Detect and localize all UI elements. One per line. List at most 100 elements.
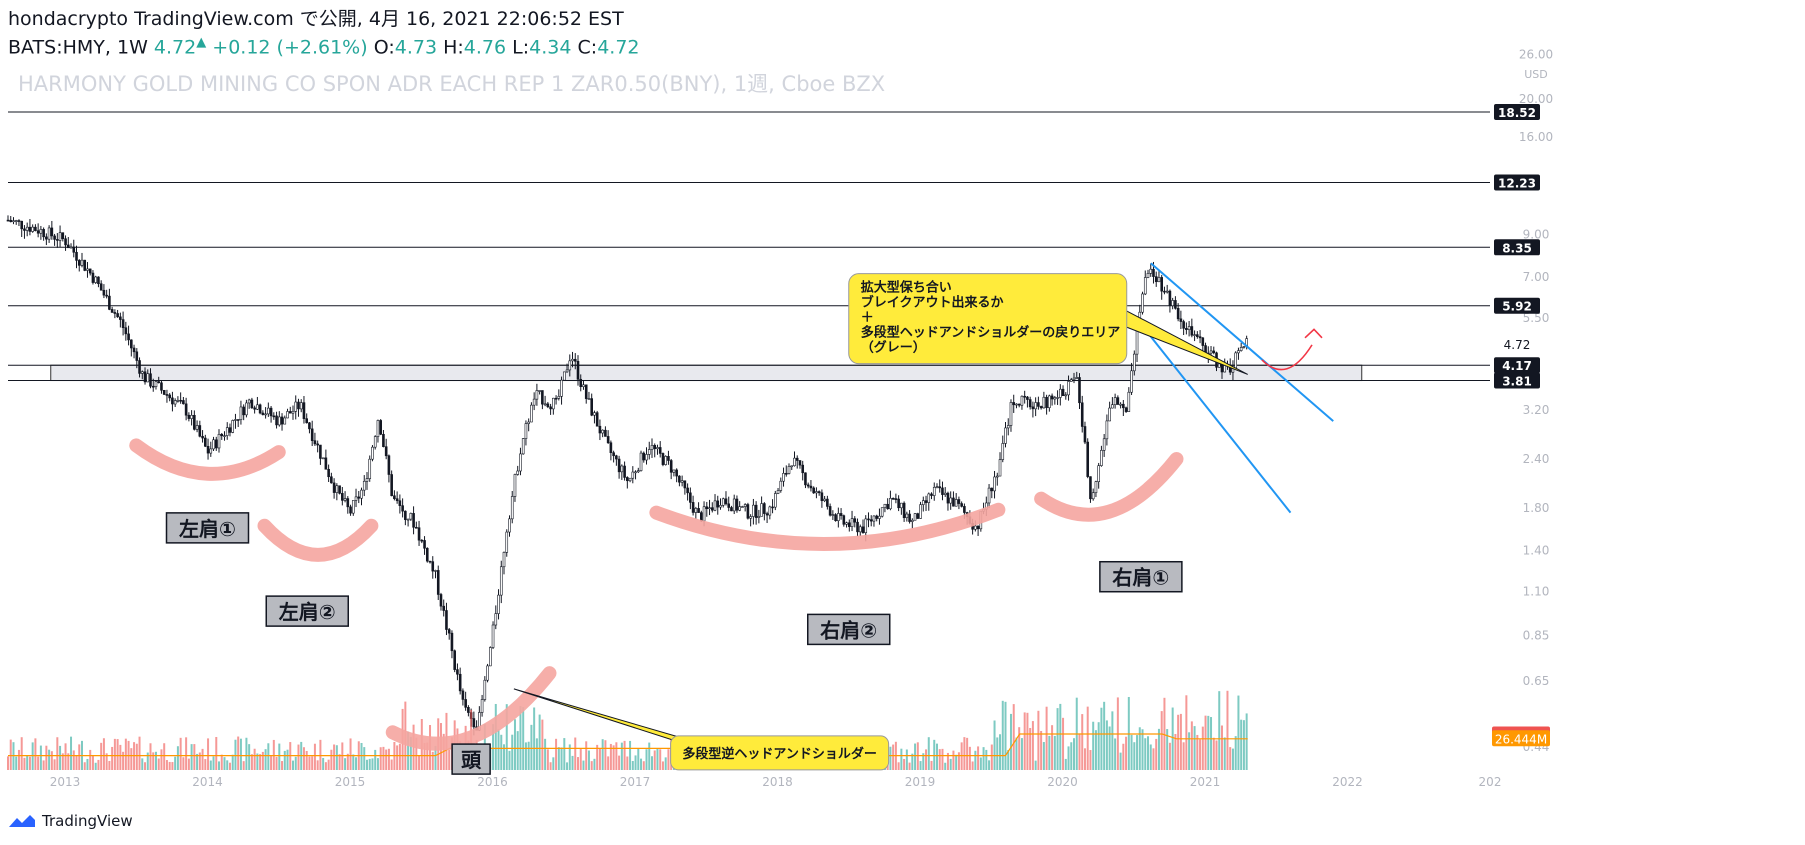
volume-bar	[930, 760, 933, 770]
volume-bar	[20, 737, 23, 770]
volume-bar	[171, 762, 174, 770]
symbol-label[interactable]: BATS:HMY, 1W	[8, 36, 148, 59]
candle-body	[847, 522, 851, 527]
volume-bar	[1144, 738, 1147, 770]
candle-body	[754, 504, 758, 518]
candle-body	[1097, 465, 1100, 482]
volume-bar	[1094, 730, 1097, 770]
candle-body	[1171, 300, 1174, 307]
candle-body	[119, 316, 122, 320]
candle-body	[730, 507, 733, 512]
candle-body	[757, 516, 761, 518]
volume-bar	[615, 742, 618, 770]
callout-pointer	[513, 688, 689, 743]
volume-bar	[116, 739, 119, 770]
y-tick-label: 7.00	[1523, 270, 1550, 284]
volume-bar	[108, 760, 111, 770]
candle-body	[275, 415, 278, 426]
volume-bar	[426, 742, 429, 770]
candle-body	[56, 239, 59, 241]
candle-body	[302, 402, 306, 419]
volume-bar	[596, 744, 599, 770]
candle-body	[1160, 277, 1164, 292]
candle-body	[157, 381, 161, 384]
volume-bar	[1051, 725, 1054, 770]
volume-bar	[935, 743, 938, 770]
candle-body	[341, 493, 344, 501]
volume-bar	[316, 760, 319, 770]
y-tick-label: 5.50	[1523, 311, 1550, 325]
candle-body	[236, 419, 240, 421]
volume-bar	[974, 750, 977, 770]
x-tick-label: 2013	[50, 775, 81, 789]
candle-body	[864, 518, 868, 534]
candle-body	[943, 492, 947, 495]
volume-bar	[1204, 715, 1207, 770]
candle-body	[1234, 352, 1237, 369]
volume-bar	[982, 747, 985, 770]
candle-body	[368, 458, 372, 479]
volume-bar	[1196, 734, 1199, 770]
volume-bar	[335, 745, 338, 770]
candle-body	[1108, 407, 1111, 422]
volume-bar	[993, 720, 996, 770]
volume-bar	[1157, 728, 1160, 770]
candle-body	[601, 429, 604, 434]
candle-body	[1100, 450, 1103, 466]
callout-box	[848, 273, 1128, 365]
candle-body	[584, 384, 588, 399]
candle-body	[568, 360, 572, 371]
candle-body	[45, 236, 48, 240]
candle-body	[86, 268, 89, 271]
volume-bar	[292, 760, 294, 770]
trendline	[1150, 262, 1334, 422]
candle-body	[532, 398, 536, 406]
candle-body	[173, 400, 177, 405]
volume-bar	[500, 734, 503, 770]
candle-body	[1039, 406, 1043, 409]
tradingview-brand[interactable]: TradingView	[8, 812, 133, 830]
candle-body	[620, 465, 624, 473]
candle-body	[450, 632, 454, 652]
candle-body	[946, 492, 950, 504]
volume-bar	[889, 746, 892, 770]
candle-body	[828, 506, 832, 516]
volume-bar	[234, 739, 237, 770]
candle-body	[554, 397, 558, 400]
candle-body	[458, 673, 462, 692]
volume-bar	[259, 754, 262, 770]
volume-bar	[1042, 742, 1045, 770]
candle-body	[927, 493, 931, 503]
candle-body	[658, 447, 662, 454]
candle-body	[530, 404, 533, 423]
candle-body	[393, 495, 396, 499]
candle-body	[546, 403, 550, 408]
candle-body	[206, 445, 210, 454]
volume-bar	[566, 762, 569, 770]
volume-bar	[1177, 714, 1180, 770]
candle-body	[209, 448, 213, 454]
candle-body	[787, 466, 791, 474]
brand-text: TradingView	[42, 812, 133, 830]
candle-body	[97, 276, 100, 285]
candle-body	[212, 439, 215, 450]
candle-body	[576, 360, 580, 380]
candle-body	[508, 518, 511, 533]
price-tag-label: 5.92	[1502, 300, 1532, 314]
volume-bar	[892, 744, 895, 770]
candle-body	[516, 470, 520, 475]
candle-body	[505, 531, 509, 553]
volume-bar	[17, 749, 20, 770]
candle-body	[110, 309, 114, 313]
candle-body	[919, 504, 922, 519]
volume-bar	[513, 719, 516, 770]
volume-bar	[59, 745, 62, 770]
candle-body	[817, 491, 821, 494]
volume-bar	[141, 758, 144, 770]
candle-body	[1050, 395, 1054, 400]
candle-body	[151, 385, 155, 388]
volume-bar	[42, 760, 45, 770]
volume-bar	[897, 762, 900, 770]
volume-bar	[637, 748, 640, 770]
